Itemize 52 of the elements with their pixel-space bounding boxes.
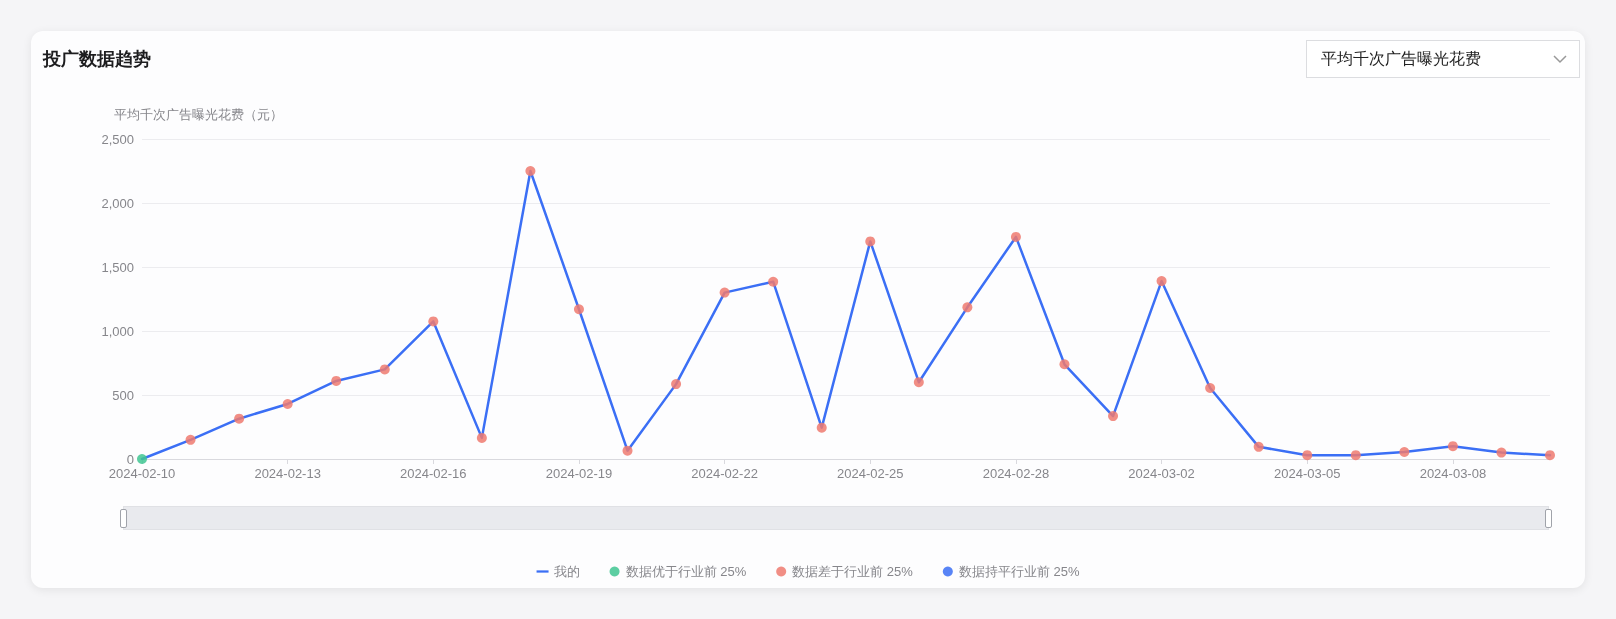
point <box>865 236 876 247</box>
point <box>234 413 245 424</box>
point <box>282 398 293 409</box>
y-tick-label: 2,000 <box>101 195 134 211</box>
text: 平均千次广告曝光花费 <box>1306 40 1580 78</box>
y-tick-label: 0 <box>126 451 134 467</box>
point <box>1302 450 1313 461</box>
point <box>962 302 973 313</box>
chart-title: 投广数据趋势 <box>42 47 151 69</box>
point <box>816 422 827 433</box>
y-tick-label: 2,500 <box>101 131 134 147</box>
legend-label: 数据优于行业前 25% <box>625 564 747 579</box>
y-tick-label: 500 <box>112 387 134 403</box>
point <box>1399 446 1410 457</box>
point <box>573 304 584 315</box>
x-tick-label: 2024-02-19 <box>545 466 613 481</box>
point <box>622 445 633 456</box>
legend-label: 我的 <box>553 564 580 579</box>
y-axis-title: 平均千次广告曝光花费（元） <box>114 107 283 122</box>
point <box>1108 411 1119 422</box>
point <box>1253 441 1264 452</box>
y-tick-label: 1,000 <box>101 323 134 339</box>
point <box>1545 450 1555 461</box>
point <box>379 364 390 375</box>
legend-label: 数据差于行业前 25% <box>792 564 914 579</box>
point <box>1010 231 1021 242</box>
x-tick-label: 2024-02-10 <box>108 466 176 481</box>
point <box>913 377 924 388</box>
point <box>768 276 779 287</box>
point <box>1496 447 1507 458</box>
point <box>1059 359 1070 370</box>
x-tick-label: 2024-03-05 <box>1273 466 1341 481</box>
point <box>719 287 730 298</box>
x-tick-label: 2024-02-16 <box>400 466 467 481</box>
x-tick-label: 2024-02-13 <box>254 466 321 481</box>
x-tick-label: 2024-02-25 <box>837 466 904 481</box>
x-tick-label: 2024-02-22 <box>691 466 758 481</box>
point <box>476 432 487 443</box>
point <box>1447 441 1458 452</box>
x-tick-label: 2024-03-08 <box>1419 466 1487 481</box>
point <box>671 379 682 390</box>
x-tick-label: 2024-02-28 <box>982 466 1050 481</box>
point <box>185 434 196 445</box>
point <box>1205 382 1216 393</box>
point <box>525 166 536 176</box>
point <box>331 375 342 386</box>
point <box>1156 276 1167 287</box>
x-tick-label: 2024-03-02 <box>1128 466 1195 481</box>
legend-label: 数据持平行业前 25% <box>958 564 1080 579</box>
point <box>428 316 439 327</box>
y-tick-label: 1,500 <box>101 259 134 275</box>
point <box>1350 450 1361 461</box>
